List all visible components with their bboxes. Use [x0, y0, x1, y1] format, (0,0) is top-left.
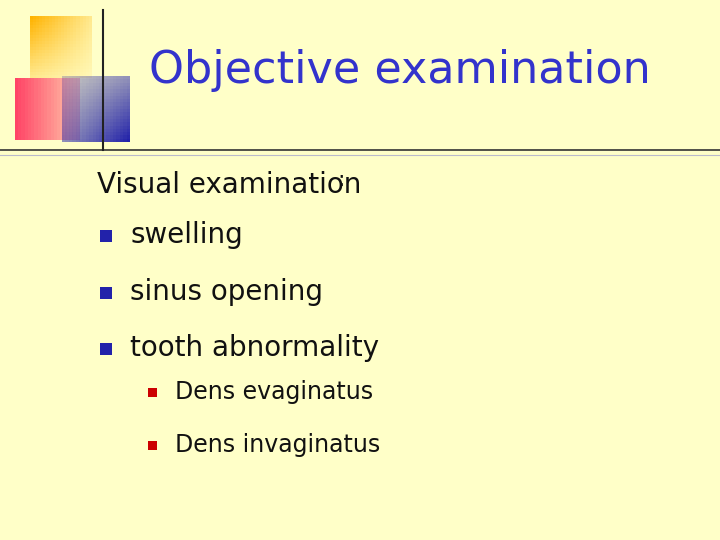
- Text: Visual examination: Visual examination: [97, 171, 361, 199]
- FancyBboxPatch shape: [100, 230, 112, 242]
- Text: :: :: [337, 170, 344, 190]
- FancyBboxPatch shape: [148, 388, 157, 397]
- FancyBboxPatch shape: [148, 441, 157, 450]
- FancyBboxPatch shape: [100, 343, 112, 355]
- FancyBboxPatch shape: [100, 287, 112, 299]
- Text: swelling: swelling: [130, 221, 243, 249]
- Text: sinus opening: sinus opening: [130, 278, 323, 306]
- Text: Dens evaginatus: Dens evaginatus: [175, 380, 373, 404]
- Text: tooth abnormality: tooth abnormality: [130, 334, 379, 362]
- Text: Dens invaginatus: Dens invaginatus: [175, 433, 380, 457]
- Text: Objective examination: Objective examination: [149, 49, 651, 91]
